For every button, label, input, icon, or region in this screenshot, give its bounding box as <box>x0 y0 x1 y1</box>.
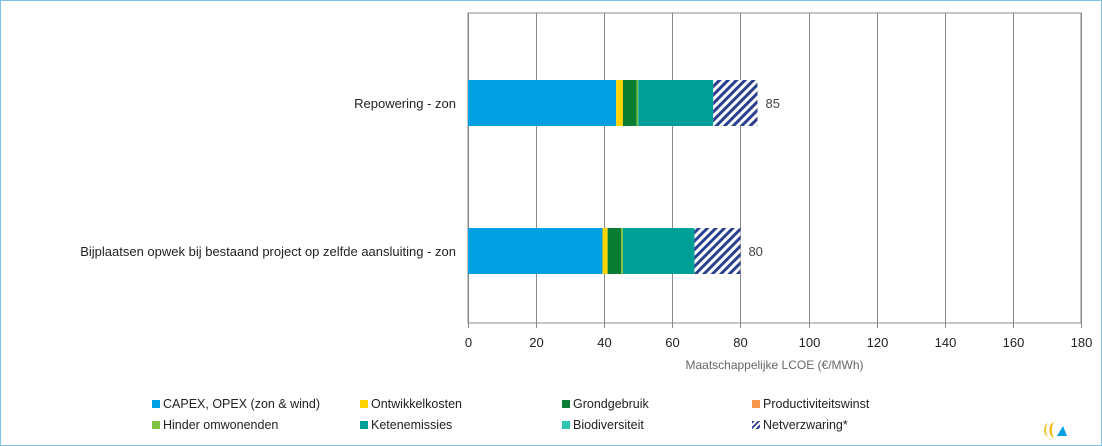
logo-icon <box>1044 422 1067 438</box>
legend-swatch <box>562 421 570 429</box>
bar-segment <box>468 228 603 274</box>
bar-segment <box>607 228 622 274</box>
legend-item: Netverzwaring* <box>752 418 848 432</box>
x-tick-label: 180 <box>1071 335 1093 350</box>
bar-segment <box>602 228 608 274</box>
category-label: Repowering - zon <box>354 96 456 111</box>
bar-segment <box>616 80 623 126</box>
legend-label: Hinder omwonenden <box>163 418 279 432</box>
bar-segment <box>713 80 758 126</box>
legend-swatch <box>152 421 160 429</box>
legend-swatch <box>360 421 368 429</box>
x-tick-label: 40 <box>597 335 611 350</box>
legend-item: Grondgebruik <box>562 397 649 411</box>
lcoe-chart: 0 20 40 60 80 100 120 140 160 180 Repowering - zo… <box>80 12 1093 372</box>
total-label: 80 <box>748 244 762 259</box>
x-tick-label: 20 <box>529 335 543 350</box>
legend-item: Ontwikkelkosten <box>360 397 462 411</box>
x-tick-label: 160 <box>1003 335 1025 350</box>
legend-label: Ontwikkelkosten <box>371 397 463 411</box>
bar-segment <box>694 228 741 274</box>
legend-label: CAPEX, OPEX (zon & wind) <box>163 397 321 411</box>
legend-swatch <box>562 400 570 408</box>
bar-segment <box>636 80 639 126</box>
legend-item: Hinder omwonenden <box>152 418 278 432</box>
x-tick-label: 60 <box>665 335 679 350</box>
legend-label: Productiviteitswinst <box>763 397 870 411</box>
legend-label: Grondgebruik <box>573 397 649 411</box>
x-tick-label: 140 <box>935 335 957 350</box>
legend-swatch <box>152 400 160 408</box>
legend-swatch <box>360 400 368 408</box>
category-label: Bijplaatsen opwek bij bestaand project o… <box>80 244 456 259</box>
bar-segment <box>468 80 617 126</box>
x-axis-title: Maatschappelijke LCOE (€/MWh) <box>685 358 863 372</box>
legend-item: CAPEX, OPEX (zon & wind) <box>152 397 320 411</box>
x-tick-label: 100 <box>799 335 821 350</box>
labels: Repowering - zon 85 Bijplaatsen opwek bij … <box>80 96 863 372</box>
x-tick-label: 0 <box>465 335 472 350</box>
legend-swatch <box>752 400 760 408</box>
x-tick-label: 80 <box>733 335 747 350</box>
legend-item: Biodiversiteit <box>562 418 644 432</box>
bar-segment <box>638 80 714 126</box>
bars <box>468 80 758 274</box>
gridlines: 0 20 40 60 80 100 120 140 160 180 <box>465 12 1093 350</box>
legend-item: Productiviteitswinst <box>752 397 869 411</box>
bar-segment <box>622 80 637 126</box>
legend-swatch <box>752 421 760 429</box>
bar-segment <box>622 228 695 274</box>
legend-label: Biodiversiteit <box>573 418 644 432</box>
plot-area-border <box>467 12 1082 324</box>
total-label: 85 <box>765 96 779 111</box>
bar-segment <box>621 228 623 274</box>
legend-label: Ketenemissies <box>371 418 453 432</box>
legend-label: Netverzwaring* <box>763 418 848 432</box>
x-tick-label: 120 <box>867 335 889 350</box>
legend-item: Ketenemissies <box>360 418 452 432</box>
